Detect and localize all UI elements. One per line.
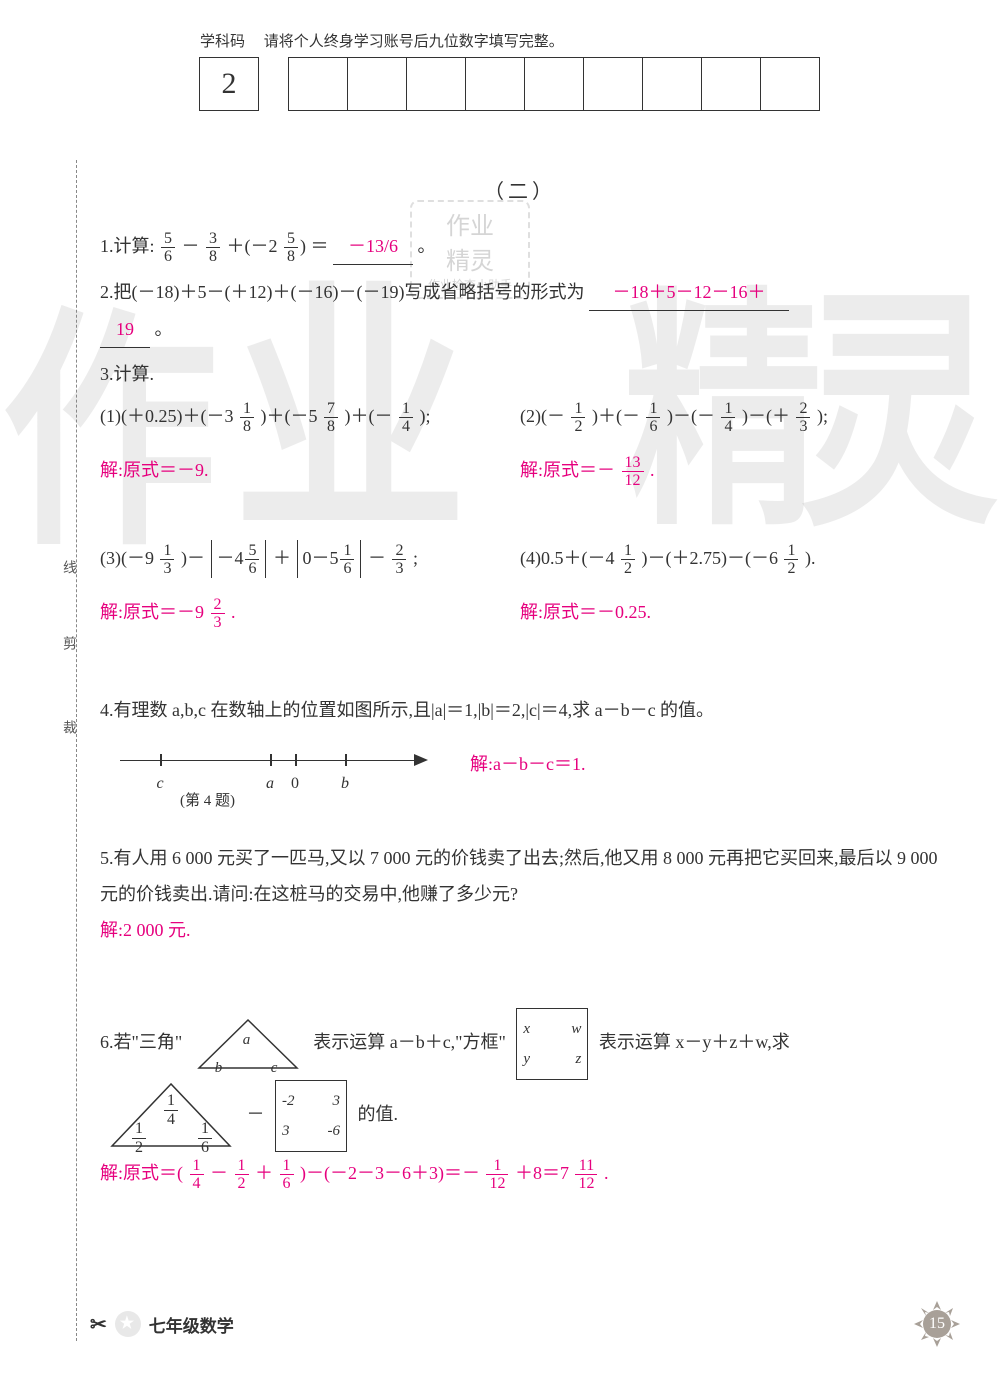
fraction: 58 bbox=[284, 230, 298, 266]
number-line: c a 0 b bbox=[120, 742, 440, 782]
star-icon bbox=[115, 1311, 141, 1337]
p4-caption: (第 4 题) bbox=[180, 786, 440, 816]
box-xywz: x w y z bbox=[516, 1008, 588, 1080]
p5-sol: 解:2 000 元. bbox=[100, 912, 940, 948]
p3-s3-sol: 解:原式＝－9 23 . bbox=[100, 594, 510, 632]
p4-text: 4.有理数 a,b,c 在数轴上的位置如图所示,且|a|＝1,|b|＝2,|c|… bbox=[100, 692, 940, 728]
p6-tail: 的值. bbox=[358, 1104, 399, 1124]
cut-label: 裁 bbox=[58, 720, 78, 734]
cut-label: 剪 bbox=[58, 636, 78, 650]
p3-s2-sol: 解:原式＝－ 1312 . bbox=[520, 452, 930, 490]
p3-sub3: (3)(－9 13 )－ －456 ＋ 0－516 － 23 ; 解:原式＝－9… bbox=[100, 540, 520, 632]
grade-label: 七年级数学 bbox=[149, 1312, 234, 1337]
code-box[interactable] bbox=[465, 57, 525, 111]
content-area: （二） 1.计算: 56 － 38 ＋(－2 58) ＝ －13/6 。 2.把… bbox=[100, 175, 940, 1291]
code-box[interactable] bbox=[347, 57, 407, 111]
p3-s1-sol: 解:原式＝－9. bbox=[100, 452, 510, 488]
code-box[interactable] bbox=[642, 57, 702, 111]
p3-sub2: (2)(－ 12 )＋(－ 16 )－(－ 14 )－(＋ 23 ); 解:原式… bbox=[520, 398, 940, 490]
code-box[interactable] bbox=[288, 57, 348, 111]
p2-answer-a: －18＋5－12－16＋ bbox=[589, 274, 789, 311]
problem-2: 2.把(－18)＋5－(＋12)＋(－16)－(－19)写成省略括号的形式为 －… bbox=[100, 274, 940, 348]
cut-label: 线 bbox=[58, 560, 78, 574]
p6-pre: 6.若"三角" bbox=[100, 1032, 182, 1052]
box-nums: -2 3 3 -6 bbox=[275, 1080, 347, 1152]
p2-answer-b: 19 bbox=[100, 311, 150, 348]
code-box[interactable] bbox=[760, 57, 820, 111]
footer: ✂ 七年级数学 15 bbox=[90, 1301, 960, 1347]
p1-prefix: 1.计算: bbox=[100, 236, 155, 256]
problem-3: 3.计算. (1)(＋0.25)＋(－3 18 )＋(－5 78 )＋(－ 14… bbox=[100, 356, 940, 682]
header-instruction: 学科码 请将个人终身学习账号后九位数字填写完整。 bbox=[200, 30, 920, 51]
problem-1: 1.计算: 56 － 38 ＋(－2 58) ＝ －13/6 。 bbox=[100, 228, 940, 266]
instruction-text: 请将个人终身学习账号后九位数字填写完整。 bbox=[264, 34, 564, 50]
triangle-abc: a b c bbox=[193, 1016, 303, 1072]
fraction: 38 bbox=[206, 230, 220, 266]
p6-sol: 解:原式＝( 14 － 12 ＋ 16 )－(－2－3－6＋3)＝－ 112 ＋… bbox=[100, 1152, 940, 1195]
code-boxes: 2 bbox=[200, 57, 920, 111]
p2-text: 2.把(－18)＋5－(＋12)＋(－16)－(－19)写成省略括号的形式为 bbox=[100, 282, 584, 302]
code-box-filled: 2 bbox=[199, 57, 259, 111]
p3-sub1: (1)(＋0.25)＋(－3 18 )＋(－5 78 )＋(－ 14 ); 解:… bbox=[100, 398, 520, 490]
code-box[interactable] bbox=[524, 57, 584, 111]
code-label: 学科码 bbox=[200, 34, 245, 50]
p3-title: 3.计算. bbox=[100, 356, 940, 392]
section-title: （二） bbox=[100, 175, 940, 204]
code-box[interactable] bbox=[701, 57, 761, 111]
problem-5: 5.有人用 6 000 元买了一匹马,又以 7 000 元的价钱卖了出去;然后,… bbox=[100, 840, 940, 948]
p4-sol: 解:a－b－c＝1. bbox=[470, 746, 585, 782]
problem-4: 4.有理数 a,b,c 在数轴上的位置如图所示,且|a|＝1,|b|＝2,|c|… bbox=[100, 692, 940, 816]
header: 学科码 请将个人终身学习账号后九位数字填写完整。 2 bbox=[200, 30, 920, 111]
page-number: 15 bbox=[929, 1315, 945, 1333]
problem-6: 6.若"三角" a b c 表示运算 a－b＋c,"方框" x w y z 表示… bbox=[100, 1008, 940, 1195]
p6-mid2: 表示运算 x－y＋z＋w,求 bbox=[599, 1032, 790, 1052]
fraction: 56 bbox=[161, 230, 175, 266]
p6-mid1: 表示运算 a－b＋c,"方框" bbox=[313, 1032, 506, 1052]
scissors-icon: ✂ bbox=[90, 1312, 107, 1337]
p3-s4-sol: 解:原式＝－0.25. bbox=[520, 594, 930, 630]
code-box[interactable] bbox=[406, 57, 466, 111]
p5-text: 5.有人用 6 000 元买了一匹马,又以 7 000 元的价钱卖了出去;然后,… bbox=[100, 840, 940, 912]
triangle-nums: 14 12 16 bbox=[106, 1080, 236, 1152]
p1-answer: －13/6 bbox=[333, 228, 413, 265]
cut-line bbox=[76, 160, 77, 1341]
p3-sub4: (4)0.5＋(－4 12 )－(＋2.75)－(－6 12 ). 解:原式＝－… bbox=[520, 540, 940, 632]
page-badge: 15 bbox=[914, 1301, 960, 1347]
code-box[interactable] bbox=[583, 57, 643, 111]
